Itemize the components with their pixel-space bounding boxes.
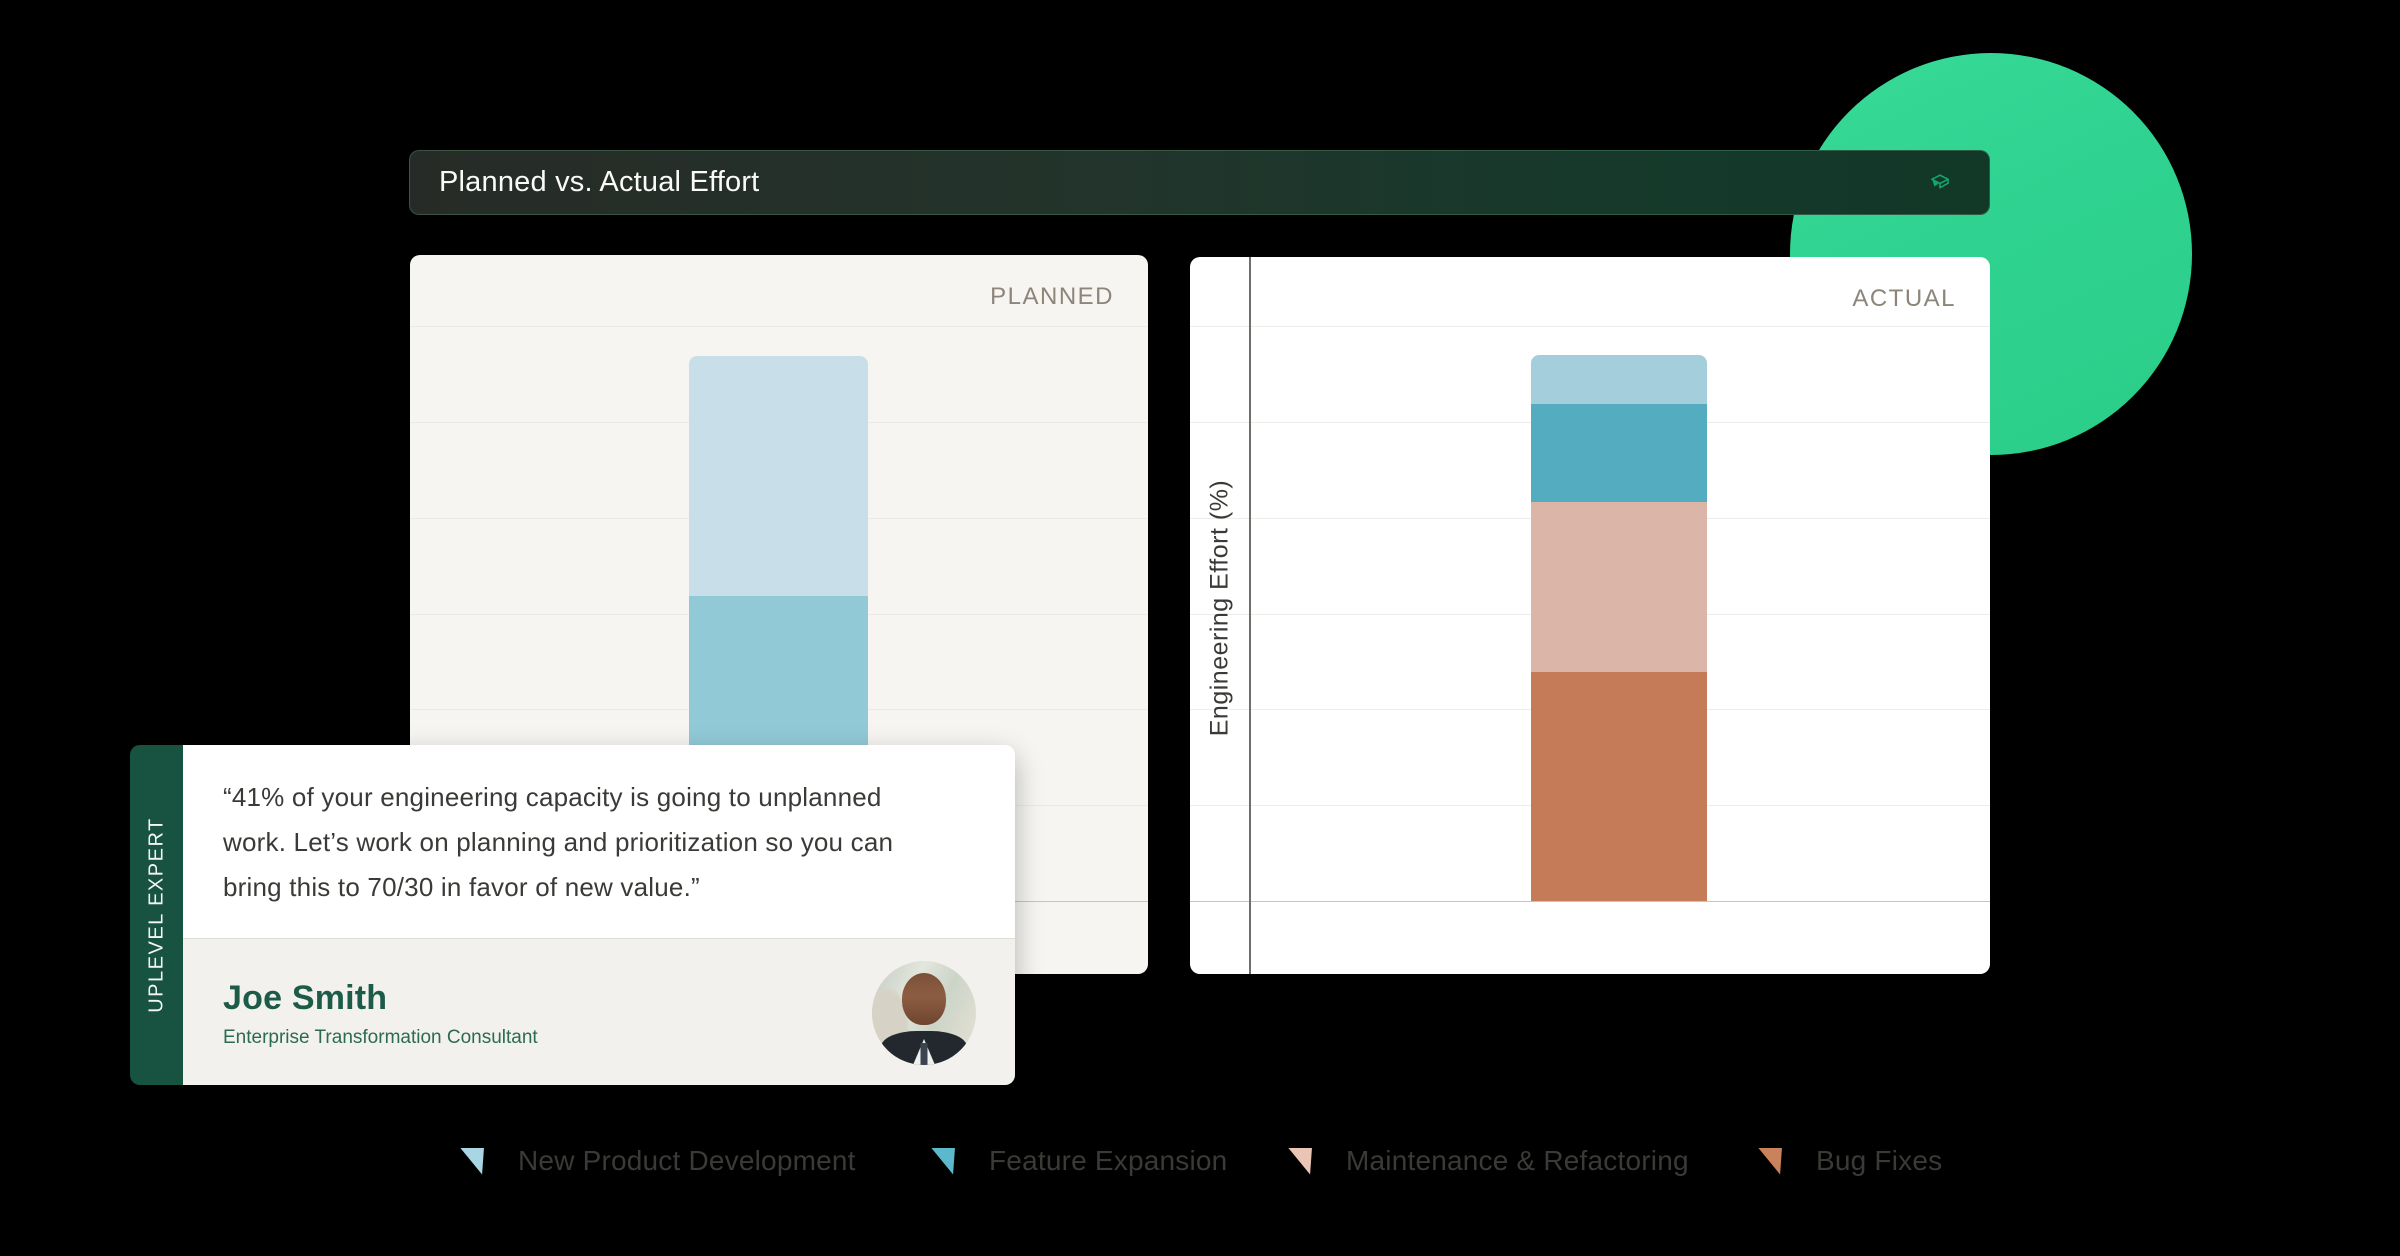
legend-label: Feature Expansion [989, 1145, 1228, 1176]
legend-label: Maintenance & Refactoring [1346, 1145, 1689, 1176]
legend-item-new-product-development: New Product Development [460, 1145, 856, 1176]
actual-panel-label: ACTUAL [1852, 285, 1956, 312]
avatar-tie [920, 1043, 928, 1065]
expert-role: Enterprise Transformation Consultant [223, 1027, 538, 1048]
quote-line: “41% of your engineering capacity is goi… [223, 782, 882, 812]
page-title: Planned vs. Actual Effort [439, 166, 760, 198]
legend-item-feature-expansion: Feature Expansion [931, 1145, 1228, 1176]
expert-quote-card: UPLEVEL EXPERT “41% of your engineering … [130, 745, 1015, 1085]
expert-card-body: “41% of your engineering capacity is goi… [183, 745, 1015, 1085]
planned-panel-label: PLANNED [990, 283, 1114, 310]
y-axis-line [1249, 257, 1251, 974]
bar-segment-new-product-development [689, 356, 868, 596]
avatar-head [902, 973, 946, 1025]
bar-segment-bug-fixes [1531, 671, 1707, 901]
gridline [1190, 326, 1990, 327]
legend-marker-icon [1758, 1147, 1782, 1175]
expert-card-tag: UPLEVEL EXPERT [145, 817, 167, 1013]
expert-quote: “41% of your engineering capacity is goi… [183, 745, 1015, 938]
legend-marker-icon [931, 1147, 955, 1175]
expert-card-footer: Joe Smith Enterprise Transformation Cons… [183, 938, 1015, 1085]
legend-item-maintenance-refactoring: Maintenance & Refactoring [1288, 1145, 1689, 1176]
bar-segment-feature-expansion [1531, 404, 1707, 503]
cube-logo-icon [1927, 170, 1953, 196]
header-bar: Planned vs. Actual Effort [409, 150, 1990, 215]
legend-label: New Product Development [518, 1145, 856, 1176]
actual-plot-area [1190, 257, 1990, 974]
expert-avatar [872, 961, 976, 1065]
expert-name: Joe Smith [223, 979, 388, 1017]
legend-item-bug-fixes: Bug Fixes [1758, 1145, 1943, 1176]
gridline [1190, 901, 1990, 902]
legend-marker-icon [1288, 1147, 1312, 1175]
legend-label: Bug Fixes [1816, 1145, 1943, 1176]
expert-card-spine: UPLEVEL EXPERT [130, 745, 183, 1085]
bar-segment-maintenance-refactoring [1531, 502, 1707, 672]
legend-marker-icon [460, 1147, 484, 1175]
y-axis-label: Engineering Effort (%) [1205, 479, 1234, 737]
gridline [410, 326, 1148, 327]
actual-chart-panel: Engineering Effort (%) ACTUAL [1190, 257, 1990, 974]
bar-segment-new-product-development [1531, 355, 1707, 405]
quote-line: bring this to 70/30 in favor of new valu… [223, 872, 700, 902]
quote-line: work. Let’s work on planning and priorit… [223, 827, 894, 857]
